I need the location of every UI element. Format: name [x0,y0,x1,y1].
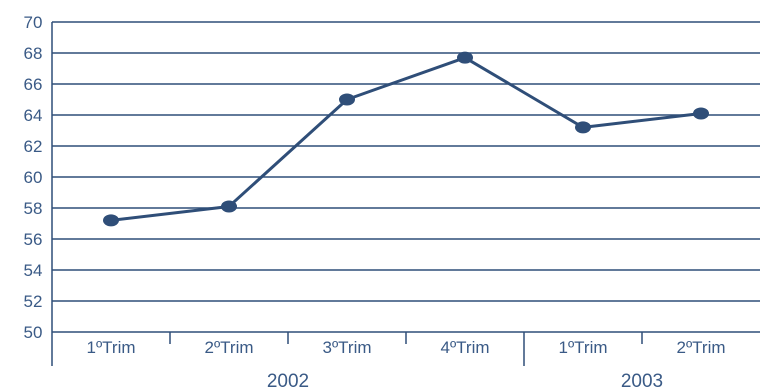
x-axis-labels: 1ºTrim 2ºTrim 3ºTrim 4ºTrim 1ºTrim 2ºTrim [86,338,725,357]
data-point [103,214,119,227]
series-layer [103,51,709,227]
data-point [693,107,709,120]
y-tick-label: 66 [24,75,43,94]
y-tick-label: 58 [24,199,43,218]
y-axis-ticks: 50 52 54 56 58 60 62 64 66 68 70 [24,13,43,342]
x-tick-label: 4ºTrim [440,338,489,357]
x-axis [169,332,643,366]
y-tick-label: 50 [24,323,43,342]
y-tick-label: 64 [24,106,43,125]
y-tick-label: 60 [24,168,43,187]
data-point [457,51,473,64]
y-tick-label: 56 [24,230,43,249]
y-tick-label: 62 [24,137,43,156]
x-tick-label: 1ºTrim [86,338,135,357]
y-tick-label: 52 [24,292,43,311]
group-label: 2002 [267,371,309,390]
y-tick-label: 68 [24,44,43,63]
x-tick-label: 2ºTrim [204,338,253,357]
y-tick-label: 54 [24,261,43,280]
data-point [221,200,237,213]
group-labels: 2002 2003 [267,371,663,390]
group-label: 2003 [621,371,663,390]
data-point [575,121,591,134]
data-point [339,93,355,106]
series-line [110,56,702,222]
y-tick-label: 70 [24,13,43,32]
gridlines [51,21,760,366]
x-tick-label: 3ºTrim [322,338,371,357]
x-tick-label: 1ºTrim [558,338,607,357]
x-tick-label: 2ºTrim [676,338,725,357]
